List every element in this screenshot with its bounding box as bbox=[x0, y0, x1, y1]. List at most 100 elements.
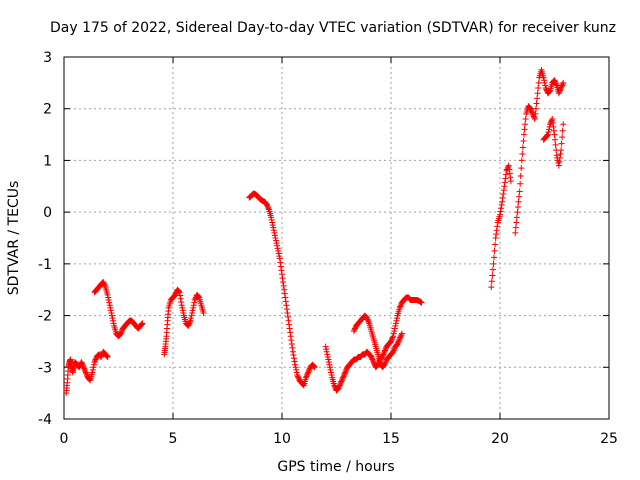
x-tick-label: 0 bbox=[60, 431, 69, 447]
data-point bbox=[505, 163, 512, 170]
data-point bbox=[520, 131, 527, 138]
data-point bbox=[382, 359, 389, 366]
data-point bbox=[325, 356, 332, 363]
data-point bbox=[310, 362, 317, 369]
data-point bbox=[369, 356, 376, 363]
data-point bbox=[264, 203, 271, 210]
y-tick-label: 0 bbox=[43, 205, 52, 221]
data-point bbox=[382, 346, 389, 353]
data-point bbox=[291, 358, 298, 365]
data-point bbox=[101, 281, 108, 288]
data-point bbox=[283, 306, 290, 313]
data-point bbox=[92, 356, 99, 363]
data-point bbox=[507, 178, 514, 185]
data-point bbox=[368, 353, 375, 360]
data-point bbox=[277, 259, 284, 266]
data-point bbox=[397, 334, 404, 341]
data-point bbox=[516, 188, 523, 195]
data-point bbox=[500, 187, 507, 194]
data-point bbox=[269, 219, 276, 226]
data-point bbox=[303, 373, 310, 380]
data-point bbox=[488, 284, 495, 291]
data-point bbox=[546, 88, 553, 95]
data-point bbox=[534, 90, 541, 97]
data-point bbox=[507, 174, 514, 181]
data-point bbox=[532, 105, 539, 112]
data-point bbox=[104, 291, 111, 298]
data-point bbox=[494, 223, 501, 230]
data-point bbox=[98, 353, 105, 360]
data-point bbox=[275, 250, 282, 257]
data-point bbox=[559, 81, 566, 88]
data-point bbox=[324, 351, 331, 358]
data-point bbox=[274, 242, 281, 249]
data-point bbox=[516, 193, 523, 200]
data-point bbox=[187, 317, 194, 324]
data-point bbox=[268, 214, 275, 221]
data-point bbox=[552, 136, 559, 143]
data-point bbox=[503, 167, 510, 174]
data-point bbox=[326, 364, 333, 371]
data-point bbox=[490, 260, 497, 267]
data-point bbox=[351, 326, 358, 333]
data-point bbox=[117, 330, 124, 337]
data-point bbox=[276, 253, 283, 260]
data-point bbox=[264, 202, 271, 209]
data-point bbox=[190, 304, 197, 311]
data-point bbox=[380, 351, 387, 358]
data-point bbox=[559, 82, 566, 89]
data-point bbox=[552, 78, 559, 85]
data-point bbox=[381, 348, 388, 355]
data-point bbox=[300, 381, 307, 388]
data-point bbox=[323, 348, 330, 355]
data-point bbox=[556, 87, 563, 94]
data-point bbox=[109, 315, 116, 322]
data-point bbox=[275, 247, 282, 254]
data-point bbox=[531, 114, 538, 121]
data-point bbox=[370, 359, 377, 366]
data-point bbox=[555, 162, 562, 169]
data-point bbox=[177, 292, 184, 299]
data-point bbox=[288, 341, 295, 348]
data-point bbox=[175, 288, 182, 295]
data-point bbox=[489, 272, 496, 279]
data-point bbox=[286, 321, 293, 328]
data-point bbox=[506, 170, 513, 177]
data-point bbox=[118, 329, 125, 336]
data-point bbox=[520, 138, 527, 145]
data-point bbox=[285, 317, 292, 324]
data-point bbox=[82, 368, 89, 375]
data-point bbox=[397, 302, 404, 309]
data-point bbox=[83, 372, 90, 379]
data-point bbox=[100, 278, 107, 285]
data-point bbox=[289, 344, 296, 351]
data-point bbox=[177, 295, 184, 302]
x-tick-label: 15 bbox=[382, 431, 400, 447]
data-point bbox=[284, 309, 291, 316]
data-point bbox=[396, 335, 403, 342]
data-point bbox=[274, 245, 281, 252]
data-point bbox=[396, 337, 403, 344]
data-point bbox=[552, 79, 559, 86]
data-point bbox=[555, 90, 562, 97]
data-point bbox=[394, 341, 401, 348]
data-point bbox=[398, 331, 405, 338]
data-point bbox=[276, 255, 283, 262]
data-point bbox=[176, 289, 183, 296]
data-point bbox=[338, 378, 345, 385]
data-point bbox=[522, 121, 529, 128]
data-point bbox=[279, 271, 285, 278]
data-point bbox=[188, 312, 195, 319]
data-point bbox=[108, 309, 115, 316]
data-point bbox=[331, 382, 338, 389]
data-point bbox=[180, 309, 187, 316]
data-point bbox=[501, 183, 508, 190]
data-point bbox=[293, 366, 300, 373]
data-point bbox=[83, 370, 90, 377]
data-point bbox=[178, 302, 185, 309]
data-point bbox=[497, 211, 503, 218]
data-point bbox=[280, 282, 287, 289]
data-point bbox=[514, 209, 521, 216]
data-point bbox=[382, 347, 389, 354]
data-point bbox=[304, 370, 311, 377]
